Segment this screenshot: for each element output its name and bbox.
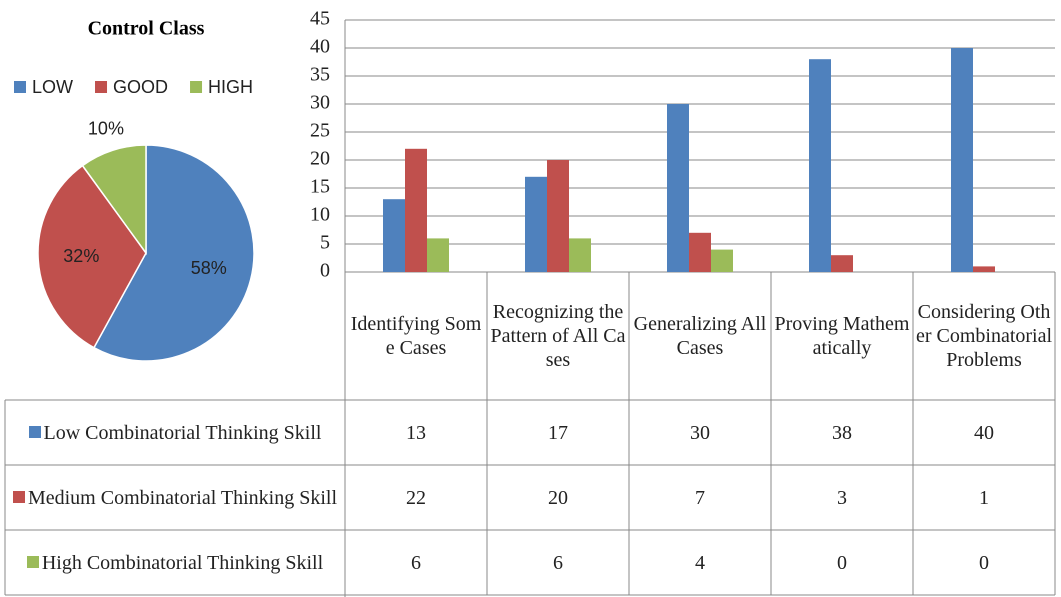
bar — [525, 177, 547, 272]
legend-entry: Low Combinatorial Thinking Skill — [29, 421, 322, 445]
cell-box: Proving Mathematically — [771, 272, 913, 400]
legend-swatch — [95, 81, 107, 93]
bar — [383, 199, 405, 272]
legend-entry: High Combinatorial Thinking Skill — [27, 551, 323, 575]
cell-box: 3 — [771, 465, 913, 530]
table-value: 6 — [345, 530, 487, 595]
cell-box: 22 — [345, 465, 487, 530]
y-tick-label: 5 — [320, 232, 330, 254]
cell-box: 17 — [487, 400, 629, 465]
y-tick-label: 45 — [310, 8, 330, 30]
bar — [809, 59, 831, 272]
cell-box: Identifying Some Cases — [345, 272, 487, 400]
table-value: 3 — [771, 465, 913, 530]
bar — [547, 160, 569, 272]
legend-label: LOW — [32, 77, 73, 97]
cell-box: Recognizing the Pattern of All Cases — [487, 272, 629, 400]
table-value: 7 — [629, 465, 771, 530]
cell-box: Considering Other Combinatorial Problems — [913, 272, 1055, 400]
table-value: 40 — [913, 400, 1055, 465]
table-value: 30 — [629, 400, 771, 465]
legend-swatch — [27, 556, 39, 568]
bar — [427, 238, 449, 272]
y-tick-label: 20 — [310, 148, 330, 170]
y-tick-label: 0 — [320, 260, 330, 282]
bar — [689, 233, 711, 272]
cell-box: 0 — [913, 530, 1055, 595]
legend-swatch — [14, 81, 26, 93]
cell-box: 4 — [629, 530, 771, 595]
legend-label: High Combinatorial Thinking Skill — [42, 552, 323, 574]
y-tick-label: 15 — [310, 176, 330, 198]
legend-swatch — [29, 426, 41, 438]
bar — [667, 104, 689, 272]
cell-box: 6 — [345, 530, 487, 595]
legend-swatch — [190, 81, 202, 93]
table-value: 0 — [913, 530, 1055, 595]
cell-box: 7 — [629, 465, 771, 530]
legend-row: Medium Combinatorial Thinking Skill — [5, 465, 345, 530]
legend-row: High Combinatorial Thinking Skill — [5, 530, 345, 595]
bar — [569, 238, 591, 272]
category-label: Identifying Some Cases — [345, 272, 487, 400]
legend-label: Medium Combinatorial Thinking Skill — [28, 487, 337, 509]
table-value: 1 — [913, 465, 1055, 530]
cell-box: Medium Combinatorial Thinking Skill — [5, 465, 345, 530]
bar — [831, 255, 853, 272]
legend-entry: Medium Combinatorial Thinking Skill — [13, 486, 337, 510]
cell-box: High Combinatorial Thinking Skill — [5, 530, 345, 595]
legend-label: HIGH — [208, 77, 253, 97]
category-label: Proving Mathematically — [771, 272, 913, 400]
table-value: 0 — [771, 530, 913, 595]
category-label: Generalizing All Cases — [629, 272, 771, 400]
legend-label: Low Combinatorial Thinking Skill — [44, 422, 322, 444]
y-tick-label: 30 — [310, 92, 330, 114]
table-value: 6 — [487, 530, 629, 595]
cell-box: 30 — [629, 400, 771, 465]
pie-label: 32% — [63, 246, 99, 266]
cell-box: 40 — [913, 400, 1055, 465]
bar — [405, 149, 427, 272]
cell-box: 6 — [487, 530, 629, 595]
bar — [711, 250, 733, 272]
y-tick-label: 25 — [310, 120, 330, 142]
y-tick-label: 40 — [310, 36, 330, 58]
legend-swatch — [13, 491, 25, 503]
bar — [951, 48, 973, 272]
cell-box: 38 — [771, 400, 913, 465]
table-value: 13 — [345, 400, 487, 465]
table-value: 22 — [345, 465, 487, 530]
legend-row: Low Combinatorial Thinking Skill — [5, 400, 345, 465]
table-value: 38 — [771, 400, 913, 465]
cell-box: 1 — [913, 465, 1055, 530]
table-value: 17 — [487, 400, 629, 465]
table-value: 4 — [629, 530, 771, 595]
cell-box: Low Combinatorial Thinking Skill — [5, 400, 345, 465]
cell-box: 13 — [345, 400, 487, 465]
chart-page: Control Class LOWGOODHIGH58%32%10%051015… — [0, 0, 1061, 597]
legend-label: GOOD — [113, 77, 168, 97]
pie-title: Control Class — [88, 18, 205, 40]
cell-box: Generalizing All Cases — [629, 272, 771, 400]
y-tick-label: 10 — [310, 204, 330, 226]
category-label: Recognizing the Pattern of All Cases — [487, 272, 629, 400]
pie-label: 10% — [88, 118, 124, 138]
pie-label: 58% — [191, 258, 227, 278]
y-tick-label: 35 — [310, 64, 330, 86]
cell-box: 20 — [487, 465, 629, 530]
cell-box: 0 — [771, 530, 913, 595]
category-label: Considering Other Combinatorial Problems — [913, 272, 1055, 400]
table-value: 20 — [487, 465, 629, 530]
